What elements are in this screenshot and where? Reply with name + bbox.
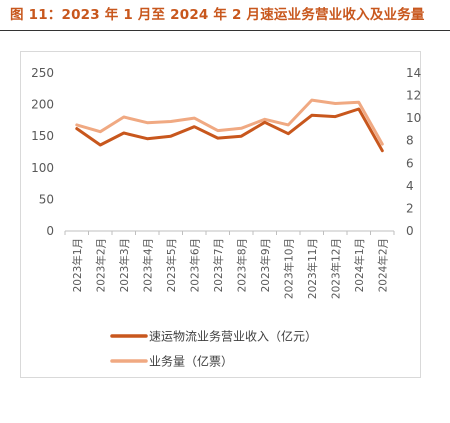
y-right-tick-label: 2 <box>406 201 414 215</box>
x-tick-label: 2023年9月 <box>259 238 272 292</box>
y-right-tick-label: 12 <box>406 89 421 103</box>
title-divider <box>0 30 450 31</box>
x-tick-label: 2024年2月 <box>376 238 389 292</box>
x-tick-label: 2023年1月 <box>71 238 84 292</box>
chart-container <box>20 51 421 378</box>
revenue-series-line <box>75 107 384 153</box>
volume-series-line <box>75 98 384 146</box>
x-tick-label: 2023年10月 <box>282 238 295 299</box>
x-tick-label: 2023年5月 <box>165 238 178 292</box>
x-tick-label: 2023年7月 <box>212 238 225 292</box>
y-right-tick-label: 8 <box>406 134 414 148</box>
x-tick-label: 2024年1月 <box>353 238 366 292</box>
y-right-tick-label: 14 <box>406 66 421 80</box>
x-tick-label: 2023年3月 <box>118 238 131 292</box>
figure-title: 图 11：2023 年 1 月至 2024 年 2 月速运业务营业收入及业务量 <box>10 7 425 23</box>
y-left-tick-label: 250 <box>31 66 54 80</box>
y-left-tick-label: 150 <box>31 129 54 143</box>
y-right-tick-label: 10 <box>406 111 421 125</box>
y-right-tick-label: 6 <box>406 156 414 170</box>
x-tick-label: 2023年12月 <box>329 238 342 299</box>
x-tick-label: 2023年6月 <box>188 238 201 292</box>
x-tick-label: 2023年2月 <box>94 238 107 292</box>
y-left-tick-label: 100 <box>31 161 54 175</box>
y-left-tick-label: 0 <box>46 224 54 238</box>
legend-label: 速运物流业务营业收入（亿元） <box>149 329 317 344</box>
x-tick-label: 2023年4月 <box>141 238 154 292</box>
x-tick-label: 2023年11月 <box>306 238 319 299</box>
y-left-tick-label: 50 <box>39 192 54 206</box>
y-left-tick-label: 200 <box>31 98 54 112</box>
legend-label: 业务量（亿票） <box>149 354 233 369</box>
y-right-tick-label: 4 <box>406 179 414 193</box>
y-right-tick-label: 0 <box>406 224 414 238</box>
x-tick-label: 2023年8月 <box>235 238 248 292</box>
